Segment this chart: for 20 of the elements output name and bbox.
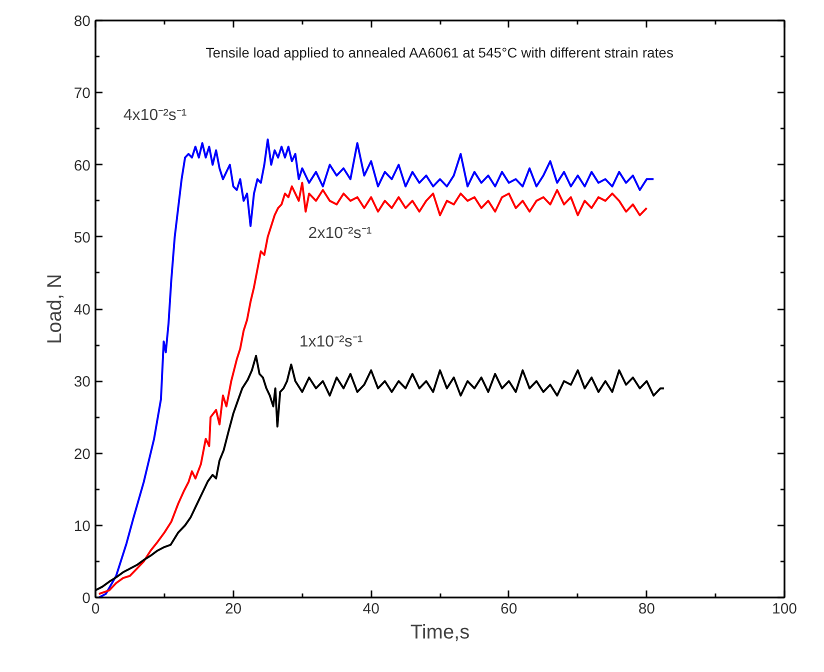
series-label: 4x10⁻²s⁻¹ <box>123 107 187 124</box>
x-tick-label: 60 <box>500 600 518 618</box>
y-tick-label: 30 <box>74 374 91 391</box>
x-tick-label: 80 <box>638 600 656 618</box>
x-axis-title: Time,s <box>410 622 470 644</box>
x-tick-label: 100 <box>772 600 798 618</box>
y-tick-label: 50 <box>74 229 91 246</box>
y-tick-label: 80 <box>74 13 91 30</box>
series-label: 2x10⁻²s⁻¹ <box>308 225 372 242</box>
y-tick-label: 0 <box>82 590 90 607</box>
y-tick-label: 40 <box>74 302 91 318</box>
text: Tensile load applied to annealed AA6061 at 545°C with different strain rates <box>206 44 674 60</box>
x-tick-label: 20 <box>224 600 242 618</box>
y-tick-label: 10 <box>74 518 91 535</box>
y-tick-label: 20 <box>74 446 91 463</box>
y-axis-title: Load, N <box>44 274 66 344</box>
series-label: 1x10⁻²s⁻¹ <box>299 333 363 350</box>
x-tick-label: 40 <box>362 600 380 618</box>
y-tick-label: 70 <box>74 85 91 102</box>
y-tick-label: 60 <box>74 157 91 174</box>
